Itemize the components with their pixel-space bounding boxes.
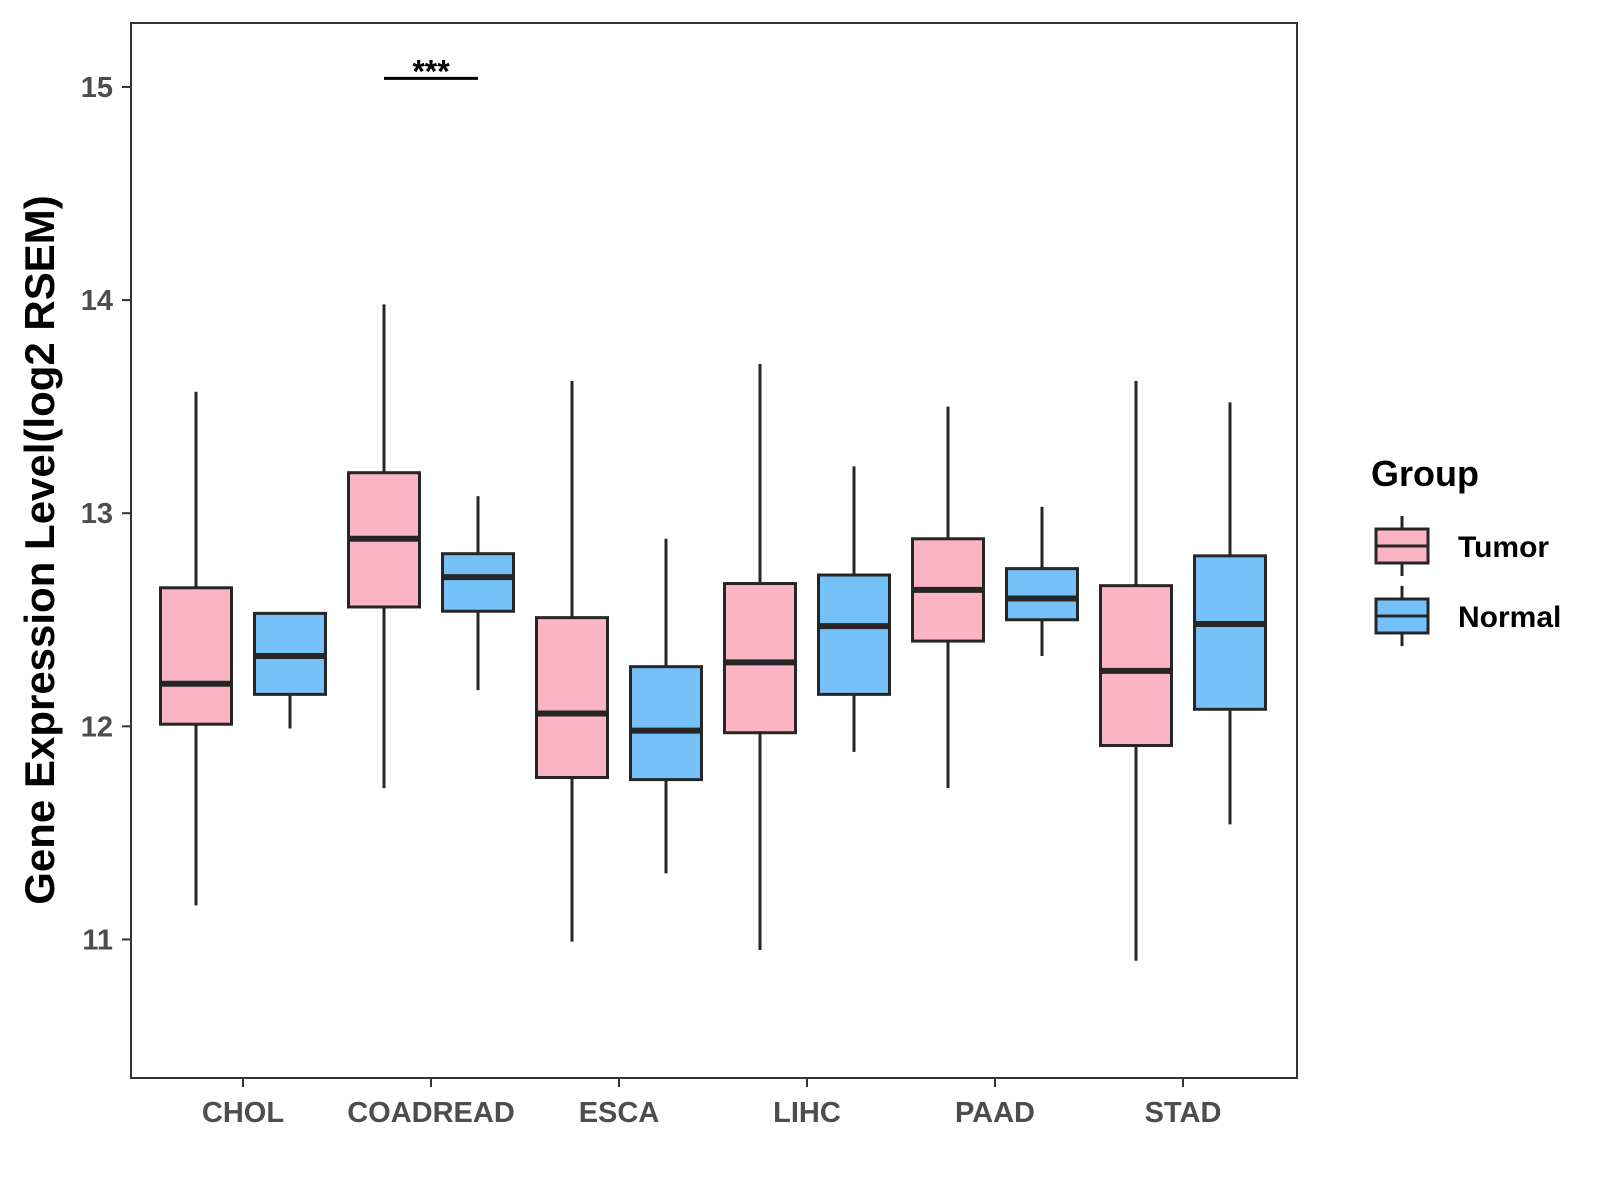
- box-body: [535, 616, 609, 779]
- box-tumor-stad: [1099, 381, 1173, 961]
- x-tick-label-chol: CHOL: [202, 1097, 284, 1129]
- box-tumor-coadread: [347, 304, 421, 789]
- box-body: [441, 552, 515, 613]
- box-normal-coadread: [441, 496, 515, 691]
- box-group: [159, 304, 1267, 961]
- x-tick-label-lihc: LIHC: [773, 1097, 841, 1129]
- legend-label-normal: Normal: [1458, 601, 1561, 634]
- x-tick-label-esca: ESCA: [579, 1097, 660, 1129]
- y-tick-label: 15: [81, 72, 113, 104]
- significance-annotations: ***: [384, 53, 478, 89]
- legend-title: Group: [1371, 453, 1479, 494]
- box-body: [159, 586, 233, 726]
- box-body: [1193, 554, 1267, 711]
- box-body: [1099, 584, 1173, 748]
- box-normal-esca: [629, 538, 703, 874]
- box-normal-stad: [1193, 402, 1267, 825]
- box-body: [723, 582, 797, 735]
- box-normal-lihc: [817, 466, 891, 752]
- box-body: [1005, 567, 1079, 622]
- legend: Group Tumor Normal: [1371, 453, 1561, 646]
- box-tumor-chol: [159, 391, 233, 906]
- x-axis: CHOL COADREAD ESCA LIHC PAAD STAD: [202, 1078, 1221, 1129]
- y-axis-label: Gene Expression Level(log2 RSEM): [16, 195, 63, 905]
- x-tick-label-paad: PAAD: [955, 1097, 1035, 1129]
- y-tick-label: 14: [81, 285, 113, 317]
- x-tick-label-coadread: COADREAD: [347, 1097, 515, 1129]
- significance-label: ***: [412, 53, 450, 89]
- box-tumor-lihc: [723, 364, 797, 951]
- box-body: [817, 573, 891, 696]
- box-tumor-paad: [911, 406, 985, 789]
- legend-label-tumor: Tumor: [1458, 531, 1549, 564]
- box-normal-chol: [253, 611, 327, 729]
- legend-key-normal: [1374, 586, 1430, 646]
- plot-panel: [130, 22, 1298, 1079]
- y-axis: 11 12 13 14 15: [81, 72, 131, 956]
- y-tick-label: 12: [81, 711, 113, 743]
- box-tumor-esca: [535, 381, 609, 942]
- box-normal-paad: [1005, 506, 1079, 656]
- x-tick-label-stad: STAD: [1145, 1097, 1222, 1129]
- legend-key-tumor: [1374, 516, 1430, 576]
- y-tick-label: 11: [82, 924, 113, 956]
- y-tick-label: 13: [81, 498, 113, 530]
- box-body: [629, 665, 703, 782]
